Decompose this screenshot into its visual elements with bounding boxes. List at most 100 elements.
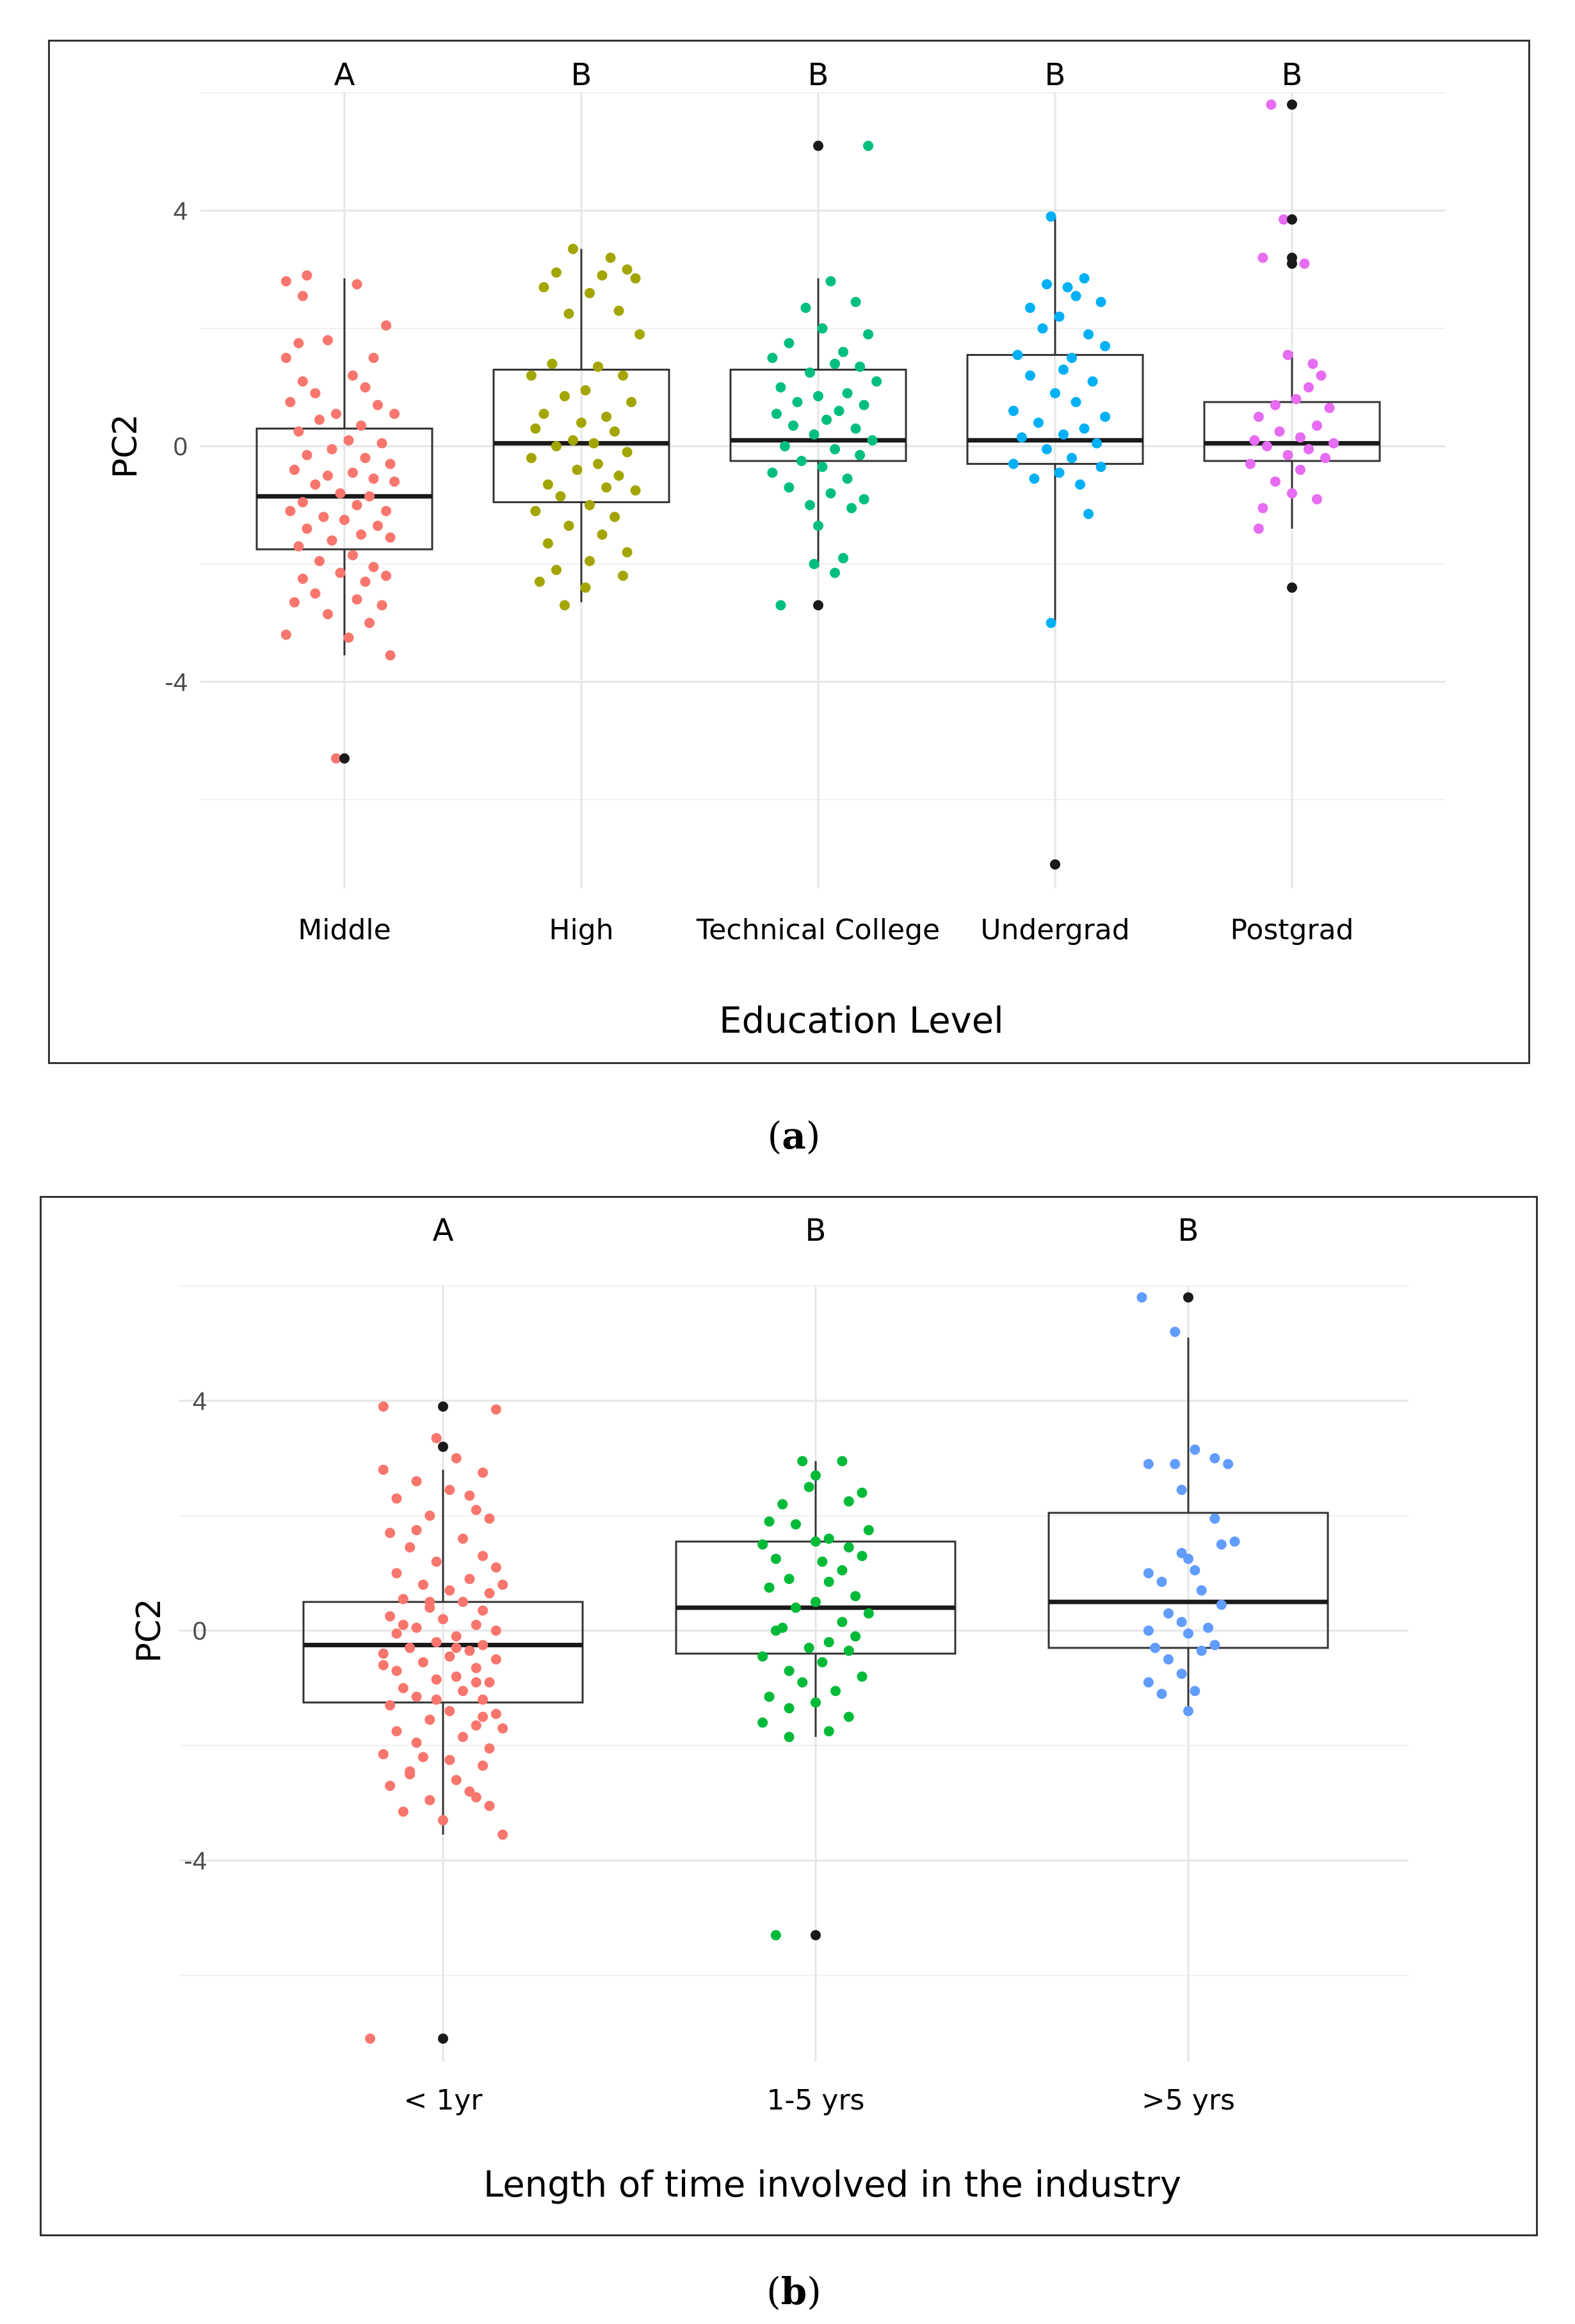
data-point: [285, 397, 296, 407]
data-point: [365, 2033, 376, 2044]
group-letter: B: [571, 57, 592, 93]
points-high: [526, 243, 645, 611]
data-point: [335, 488, 346, 499]
x-tick-label: Middle: [298, 914, 391, 946]
data-point: [385, 1780, 396, 1791]
data-point: [1209, 1453, 1220, 1464]
data-point: [343, 435, 354, 446]
data-point: [289, 597, 300, 608]
box--5-yrs: [1047, 1337, 1329, 1711]
data-point: [389, 476, 400, 487]
data-point: [471, 1505, 481, 1515]
data-point: [302, 449, 312, 460]
data-point: [1041, 279, 1052, 289]
points-middle: [280, 270, 400, 764]
data-point: [385, 1700, 396, 1711]
data-point: [585, 500, 595, 510]
outlier-point: [438, 2033, 448, 2044]
data-point: [1176, 1485, 1187, 1496]
data-point: [376, 438, 387, 449]
data-point: [809, 429, 820, 440]
data-point: [1143, 1626, 1154, 1636]
data-point: [471, 1792, 481, 1803]
data-point: [431, 1556, 442, 1567]
outlier-point: [813, 140, 823, 151]
group-letter: A: [334, 57, 355, 93]
data-point: [478, 1640, 489, 1650]
data-point: [458, 1686, 469, 1697]
box--1yr: [302, 1469, 584, 1835]
data-point: [547, 359, 558, 369]
data-point: [1299, 258, 1310, 269]
data-point: [811, 1536, 821, 1547]
chart-panel-a: 4 0 -4 PC2 A B B B B Middle High Technical College U…: [48, 40, 1530, 1064]
gridlines: [179, 1285, 1409, 2062]
data-point: [526, 453, 537, 464]
data-point: [411, 1622, 422, 1633]
data-point: [490, 1404, 501, 1415]
data-point: [551, 267, 561, 278]
data-point: [391, 1726, 402, 1737]
data-point: [330, 408, 341, 419]
points-1-5-yrs: [757, 1456, 874, 1941]
data-point: [863, 1608, 874, 1619]
data-point: [764, 1691, 775, 1702]
data-point: [1143, 1568, 1154, 1579]
data-point: [863, 1524, 874, 1535]
data-point: [444, 1651, 455, 1662]
data-point: [478, 1551, 489, 1561]
data-point: [1092, 438, 1102, 449]
data-point: [1087, 376, 1098, 387]
data-point: [837, 1565, 848, 1576]
data-point: [784, 1574, 795, 1585]
data-point: [330, 753, 341, 764]
data-point: [405, 1642, 416, 1653]
data-point: [821, 414, 832, 425]
data-point: [530, 506, 541, 517]
data-point: [464, 1490, 475, 1501]
data-point: [863, 140, 874, 151]
data-point: [1203, 1622, 1214, 1633]
data-point: [343, 633, 354, 643]
data-point: [757, 1717, 768, 1728]
data-point: [622, 264, 633, 275]
data-point: [322, 609, 333, 620]
data-point: [567, 435, 578, 446]
y-tick-label: 0: [193, 1617, 207, 1645]
data-point: [855, 361, 866, 372]
data-point: [1176, 1668, 1187, 1679]
data-point: [764, 1582, 775, 1593]
data-point: [1100, 412, 1111, 422]
data-point: [293, 541, 304, 552]
data-point: [348, 370, 359, 381]
data-point: [777, 1499, 788, 1510]
data-point: [585, 556, 595, 567]
data-point: [843, 1645, 854, 1656]
data-point: [634, 329, 645, 340]
data-point: [497, 1579, 508, 1590]
data-point: [1274, 426, 1285, 437]
data-point: [391, 1568, 402, 1579]
data-point: [1270, 399, 1280, 410]
data-point: [601, 412, 612, 422]
data-point: [563, 309, 574, 319]
data-point: [1295, 432, 1306, 443]
data-point: [1156, 1576, 1167, 1587]
data-point: [444, 1706, 455, 1716]
data-point: [438, 1614, 448, 1625]
data-point: [1196, 1645, 1207, 1656]
data-point: [542, 538, 553, 549]
data-point: [1079, 423, 1090, 434]
x-tick-label: >5 yrs: [1142, 2084, 1235, 2117]
data-point: [825, 276, 836, 287]
data-point: [389, 408, 400, 419]
data-point: [784, 1732, 795, 1743]
data-point: [764, 1516, 775, 1527]
data-point: [809, 559, 820, 569]
data-point: [610, 512, 620, 522]
data-point: [838, 553, 849, 563]
data-point: [1223, 1458, 1234, 1469]
data-point: [797, 1677, 808, 1688]
data-point: [823, 1533, 834, 1544]
data-point: [280, 353, 291, 363]
